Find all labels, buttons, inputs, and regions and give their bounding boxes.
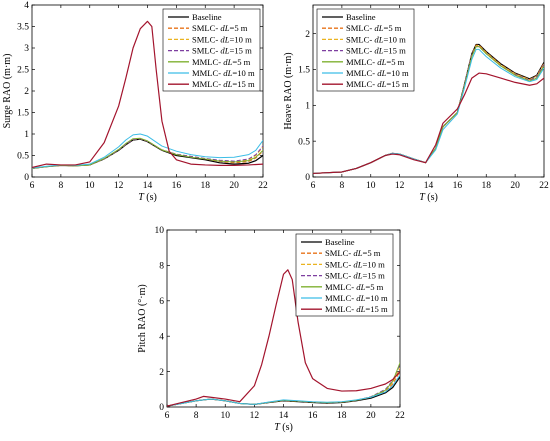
heave-chart: 6 8 10 12 14 16 18 20 22 0 0.5 1 1.5 2 T (s) Heave RAO …	[283, 4, 549, 203]
surge-xtick-label: 6	[30, 181, 35, 191]
heave-xtick-label: 8	[340, 181, 345, 191]
pitch-xtick-label: 10	[221, 411, 231, 421]
heave-xtick-label: 6	[311, 181, 316, 191]
pitch-legend-label: SMLC- dL=10 m	[325, 259, 385, 269]
heave-legend-label: MMLC- dL=15 m	[346, 79, 409, 89]
pitch-ylabel: Pitch RAO (°·m)	[137, 284, 148, 352]
pitch-chart: 6 8 10 12 14 16 18 20 22 0 2 4 6 8 10 T (s) Pitch RAO (°…	[137, 226, 405, 433]
surge-chart: 6 8 10 12 14 16 18 20 22 0 0.5 1 1.5 2 2.5 3 3.5 4 T (s) Su…	[2, 1, 268, 203]
pitch-xtick-label: 14	[279, 411, 289, 421]
pitch-xtick-label: 16	[308, 411, 318, 421]
heave-xtick-label: 18	[482, 181, 492, 191]
surge-series-mmlc-dl-10-m	[32, 133, 263, 169]
pitch-series-mmlc-dl-15-m	[167, 269, 400, 407]
surge-xtick-label: 20	[229, 181, 239, 191]
surge-xlabel: T (s)	[138, 192, 157, 203]
pitch-xtick-label: 18	[337, 411, 347, 421]
surge-xtick-label: 16	[172, 181, 182, 191]
pitch-legend-label: SMLC- dL=5 m	[325, 248, 381, 258]
surge-ytick-label: 0.5	[17, 152, 29, 162]
surge-ylabel: Surge RAO (m·m)	[2, 54, 13, 129]
surge-ytick-label: 4	[24, 1, 29, 11]
heave-legend-box	[316, 8, 415, 92]
heave-series-mmlc-dl-15-m	[313, 72, 544, 175]
surge-legend-label: Baseline	[192, 12, 222, 22]
surge-legend-box	[162, 8, 261, 92]
surge-legend-label: MMLC- dL=10 m	[192, 68, 255, 78]
surge-ytick-label: 2.5	[17, 66, 29, 76]
heave-xtick-label: 16	[453, 181, 463, 191]
surge-series-mmlc-dl-15-m	[32, 20, 263, 169]
heave-ytick-label: 0.5	[298, 137, 310, 147]
pitch-series-mmlc-dl-10-m	[167, 374, 400, 407]
pitch-xlabel: T (s)	[274, 422, 293, 433]
heave-xtick-label: 14	[424, 181, 434, 191]
surge-xtick-label: 8	[59, 181, 64, 191]
surge-legend-label: SMLC- dL=5 m	[192, 23, 248, 33]
surge-ytick-label: 0	[24, 173, 29, 183]
surge-legend-label: SMLC- dL=10 m	[192, 34, 252, 44]
heave-legend-label: MMLC- dL=10 m	[346, 68, 409, 78]
surge-xtick-label: 22	[258, 181, 268, 191]
pitch-ytick-label: 6	[159, 297, 164, 307]
pitch-xtick-label: 20	[366, 411, 376, 421]
pitch-legend-label: SMLC- dL=15 m	[325, 271, 385, 281]
heave-ytick-label: 1	[305, 102, 310, 112]
surge-ytick-label: 1.5	[17, 109, 29, 119]
heave-legend-label: SMLC- dL=5 m	[346, 23, 402, 33]
heave-legend-label: SMLC- dL=15 m	[346, 46, 406, 56]
pitch-legend-label: MMLC- dL=15 m	[325, 304, 388, 314]
surge-xtick-label: 12	[114, 181, 124, 191]
heave-xtick-label: 10	[366, 181, 376, 191]
surge-ytick-label: 3.5	[17, 23, 29, 33]
heave-legend-label: MMLC- dL=5 m	[346, 57, 405, 67]
surge-xtick-label: 18	[201, 181, 211, 191]
heave-xlabel: T (s)	[419, 192, 438, 203]
heave-xtick-label: 12	[395, 181, 405, 191]
heave-legend-label: Baseline	[346, 12, 376, 22]
heave-ylabel: Heave RAO (m·m)	[283, 52, 294, 129]
pitch-series-baseline	[167, 376, 400, 407]
surge-ytick-label: 1	[24, 130, 29, 140]
surge-legend-label: SMLC- dL=15 m	[192, 46, 252, 56]
surge-legend-label: MMLC- dL=15 m	[192, 79, 255, 89]
pitch-xtick-label: 8	[194, 411, 199, 421]
pitch-xtick-label: 12	[250, 411, 260, 421]
pitch-ytick-label: 0	[159, 403, 164, 413]
surge-xtick-label: 14	[143, 181, 153, 191]
heave-legend-label: SMLC- dL=10 m	[346, 34, 406, 44]
pitch-ytick-label: 4	[159, 332, 164, 342]
pitch-ytick-label: 8	[159, 262, 164, 272]
surge-xtick-label: 10	[85, 181, 95, 191]
surge-series-baseline	[32, 138, 263, 169]
surge-ytick-label: 3	[24, 44, 29, 54]
pitch-legend-label: MMLC- dL=10 m	[325, 293, 388, 303]
pitch-legend-label: Baseline	[325, 237, 355, 247]
pitch-ytick-label: 2	[159, 368, 164, 378]
pitch-xtick-label: 22	[395, 411, 405, 421]
pitch-xtick-label: 6	[165, 411, 170, 421]
pitch-legend-label: MMLC- dL=5 m	[325, 282, 384, 292]
surge-legend-label: MMLC- dL=5 m	[192, 57, 251, 67]
pitch-legend-box	[295, 233, 394, 317]
pitch-ytick-label: 10	[155, 226, 165, 236]
heave-xtick-label: 22	[539, 181, 549, 191]
heave-ytick-label: 1.5	[298, 66, 310, 76]
heave-ytick-label: 2	[305, 30, 310, 40]
surge-ytick-label: 2	[24, 87, 29, 97]
heave-ytick-label: 0	[305, 173, 310, 183]
heave-xtick-label: 20	[510, 181, 520, 191]
